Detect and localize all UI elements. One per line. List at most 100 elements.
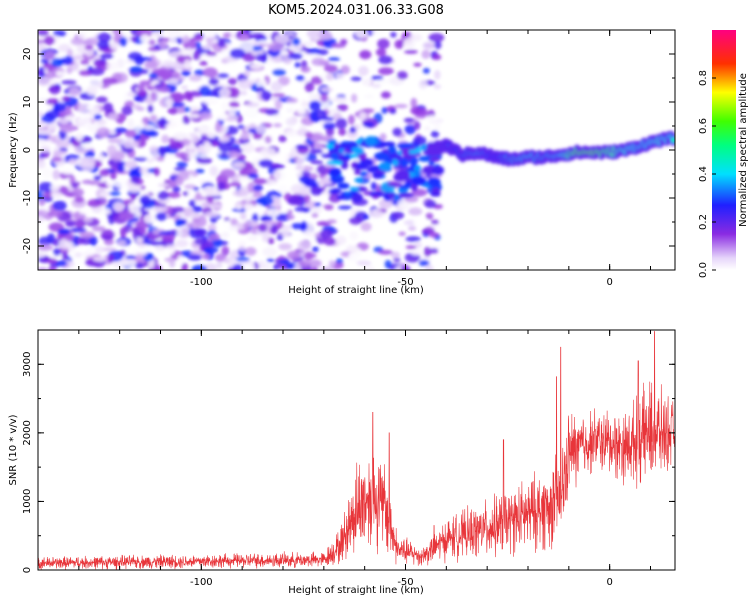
spectrogram-cell	[38, 76, 51, 86]
spectrogram-cell	[304, 193, 311, 204]
spectrogram-cell	[337, 182, 350, 190]
spectrogram-cell	[181, 262, 189, 270]
spectrogram-cell	[206, 51, 217, 57]
spectrogram-cell	[134, 262, 145, 269]
spectrogram-cell	[101, 77, 118, 85]
spectrogram-cell	[370, 181, 377, 191]
spectrogram-cell	[257, 195, 274, 207]
spectrogram-cell	[206, 129, 217, 139]
spectrogram-cell	[304, 81, 315, 93]
spectrogram-cell	[147, 104, 154, 113]
spectrogram-cell	[157, 70, 172, 79]
spectrogram-cell	[386, 192, 396, 199]
spectrogram-cell	[161, 60, 176, 69]
spectrogram-cell	[203, 99, 219, 105]
spectrogram-cell	[228, 225, 239, 231]
y-tick-label: 2000	[22, 420, 33, 445]
spectrogram-cell	[403, 38, 413, 45]
spectrogram-cell	[221, 246, 230, 256]
spectrogram-cell	[326, 72, 334, 81]
spectrogram-cell	[170, 102, 185, 108]
spectrogram-cell	[430, 192, 441, 197]
spectrogram-cell	[128, 207, 142, 212]
spectrogram-cell	[209, 165, 219, 177]
spectrogram-cell	[93, 114, 102, 121]
spectrogram-cell	[215, 253, 227, 262]
spectrogram-cell	[360, 222, 372, 232]
spectrogram-cell	[309, 110, 319, 122]
spectrogram-cell	[295, 165, 303, 171]
spectrogram-cell	[295, 144, 309, 150]
spectrogram-cell	[409, 33, 423, 42]
spectrogram-cell	[407, 226, 417, 231]
spectrogram-cell	[364, 265, 375, 270]
spectrogram-cell	[81, 251, 93, 257]
spectrogram-cell	[232, 161, 246, 169]
spectrogram-cell	[340, 38, 348, 45]
spectrogram-cell	[113, 201, 125, 212]
spectrogram-cell	[309, 148, 324, 155]
spectrogram-cell	[410, 141, 420, 149]
spectrogram-cell	[265, 60, 277, 66]
spectrogram-cell	[369, 209, 384, 218]
spectrogram-cell	[129, 66, 143, 73]
spectrogram-cell	[323, 237, 336, 246]
spectrogram-cell	[203, 141, 212, 153]
spectrogram-cell	[166, 30, 181, 38]
spectrogram-cell	[124, 129, 137, 138]
spectrogram-cell	[173, 132, 188, 141]
spectrogram-cell	[272, 68, 286, 76]
spectrogram-cell	[270, 224, 278, 235]
spectrogram-cell	[84, 37, 100, 46]
spectrogram-cell	[302, 230, 316, 237]
spectrogram-cell	[183, 90, 192, 100]
spectrogram-cell	[69, 253, 77, 259]
spectrogram-cell	[201, 253, 210, 260]
spectrogram-cell	[154, 206, 168, 213]
spectrogram-cell	[349, 231, 359, 241]
spectrogram-cell	[328, 192, 341, 203]
spectrogram-cell	[158, 147, 167, 158]
spectrogram-cell	[399, 158, 409, 168]
spectrogram-cell	[286, 97, 298, 104]
spectrogram-cell	[239, 34, 250, 41]
spectrogram-cell	[218, 135, 230, 143]
spectrogram-cell	[228, 107, 237, 117]
spectrogram-cell	[239, 212, 247, 220]
spectrogram-cell	[244, 247, 257, 256]
spectrogram-cell	[38, 123, 47, 129]
spectrogram-cell	[335, 72, 345, 79]
spectrogram-cell	[186, 221, 201, 229]
spectrogram-cell	[349, 186, 360, 191]
spectrogram-cell	[376, 78, 390, 85]
spectrogram-cell	[310, 160, 324, 165]
spectrogram-cell	[279, 208, 289, 214]
spectrogram-cell	[149, 145, 159, 153]
spectrogram-cell	[272, 170, 281, 181]
spectrogram-cell	[60, 80, 77, 85]
spectrogram-cell	[411, 175, 427, 186]
spectrogram-cell	[270, 180, 279, 185]
colorbar-tick-label: 0.8	[698, 70, 709, 86]
spectrogram-cell	[297, 240, 312, 251]
y-tick-label: 1000	[22, 489, 33, 514]
spectrogram-cell	[285, 102, 296, 111]
spectrogram-cell	[425, 116, 438, 121]
spectrogram-cell	[274, 151, 290, 162]
spectrogram-cell	[410, 106, 421, 115]
spectrogram-cell	[237, 79, 253, 90]
spectrogram-cell	[243, 223, 251, 229]
spectrogram-cell	[431, 219, 440, 225]
spectrogram-cell	[94, 245, 105, 254]
spectrogram-cell	[216, 261, 223, 269]
spectrogram-cell	[155, 245, 166, 251]
spectrogram-cell	[347, 252, 359, 263]
spectrogram-cell	[390, 251, 401, 259]
spectrogram-cell	[88, 180, 101, 186]
spectrogram-cell	[250, 32, 266, 40]
spectrogram-cell	[188, 113, 201, 119]
spectrogram-cell	[61, 251, 68, 261]
spectrogram-cell	[311, 57, 326, 66]
spectrogram-cell	[155, 212, 167, 221]
